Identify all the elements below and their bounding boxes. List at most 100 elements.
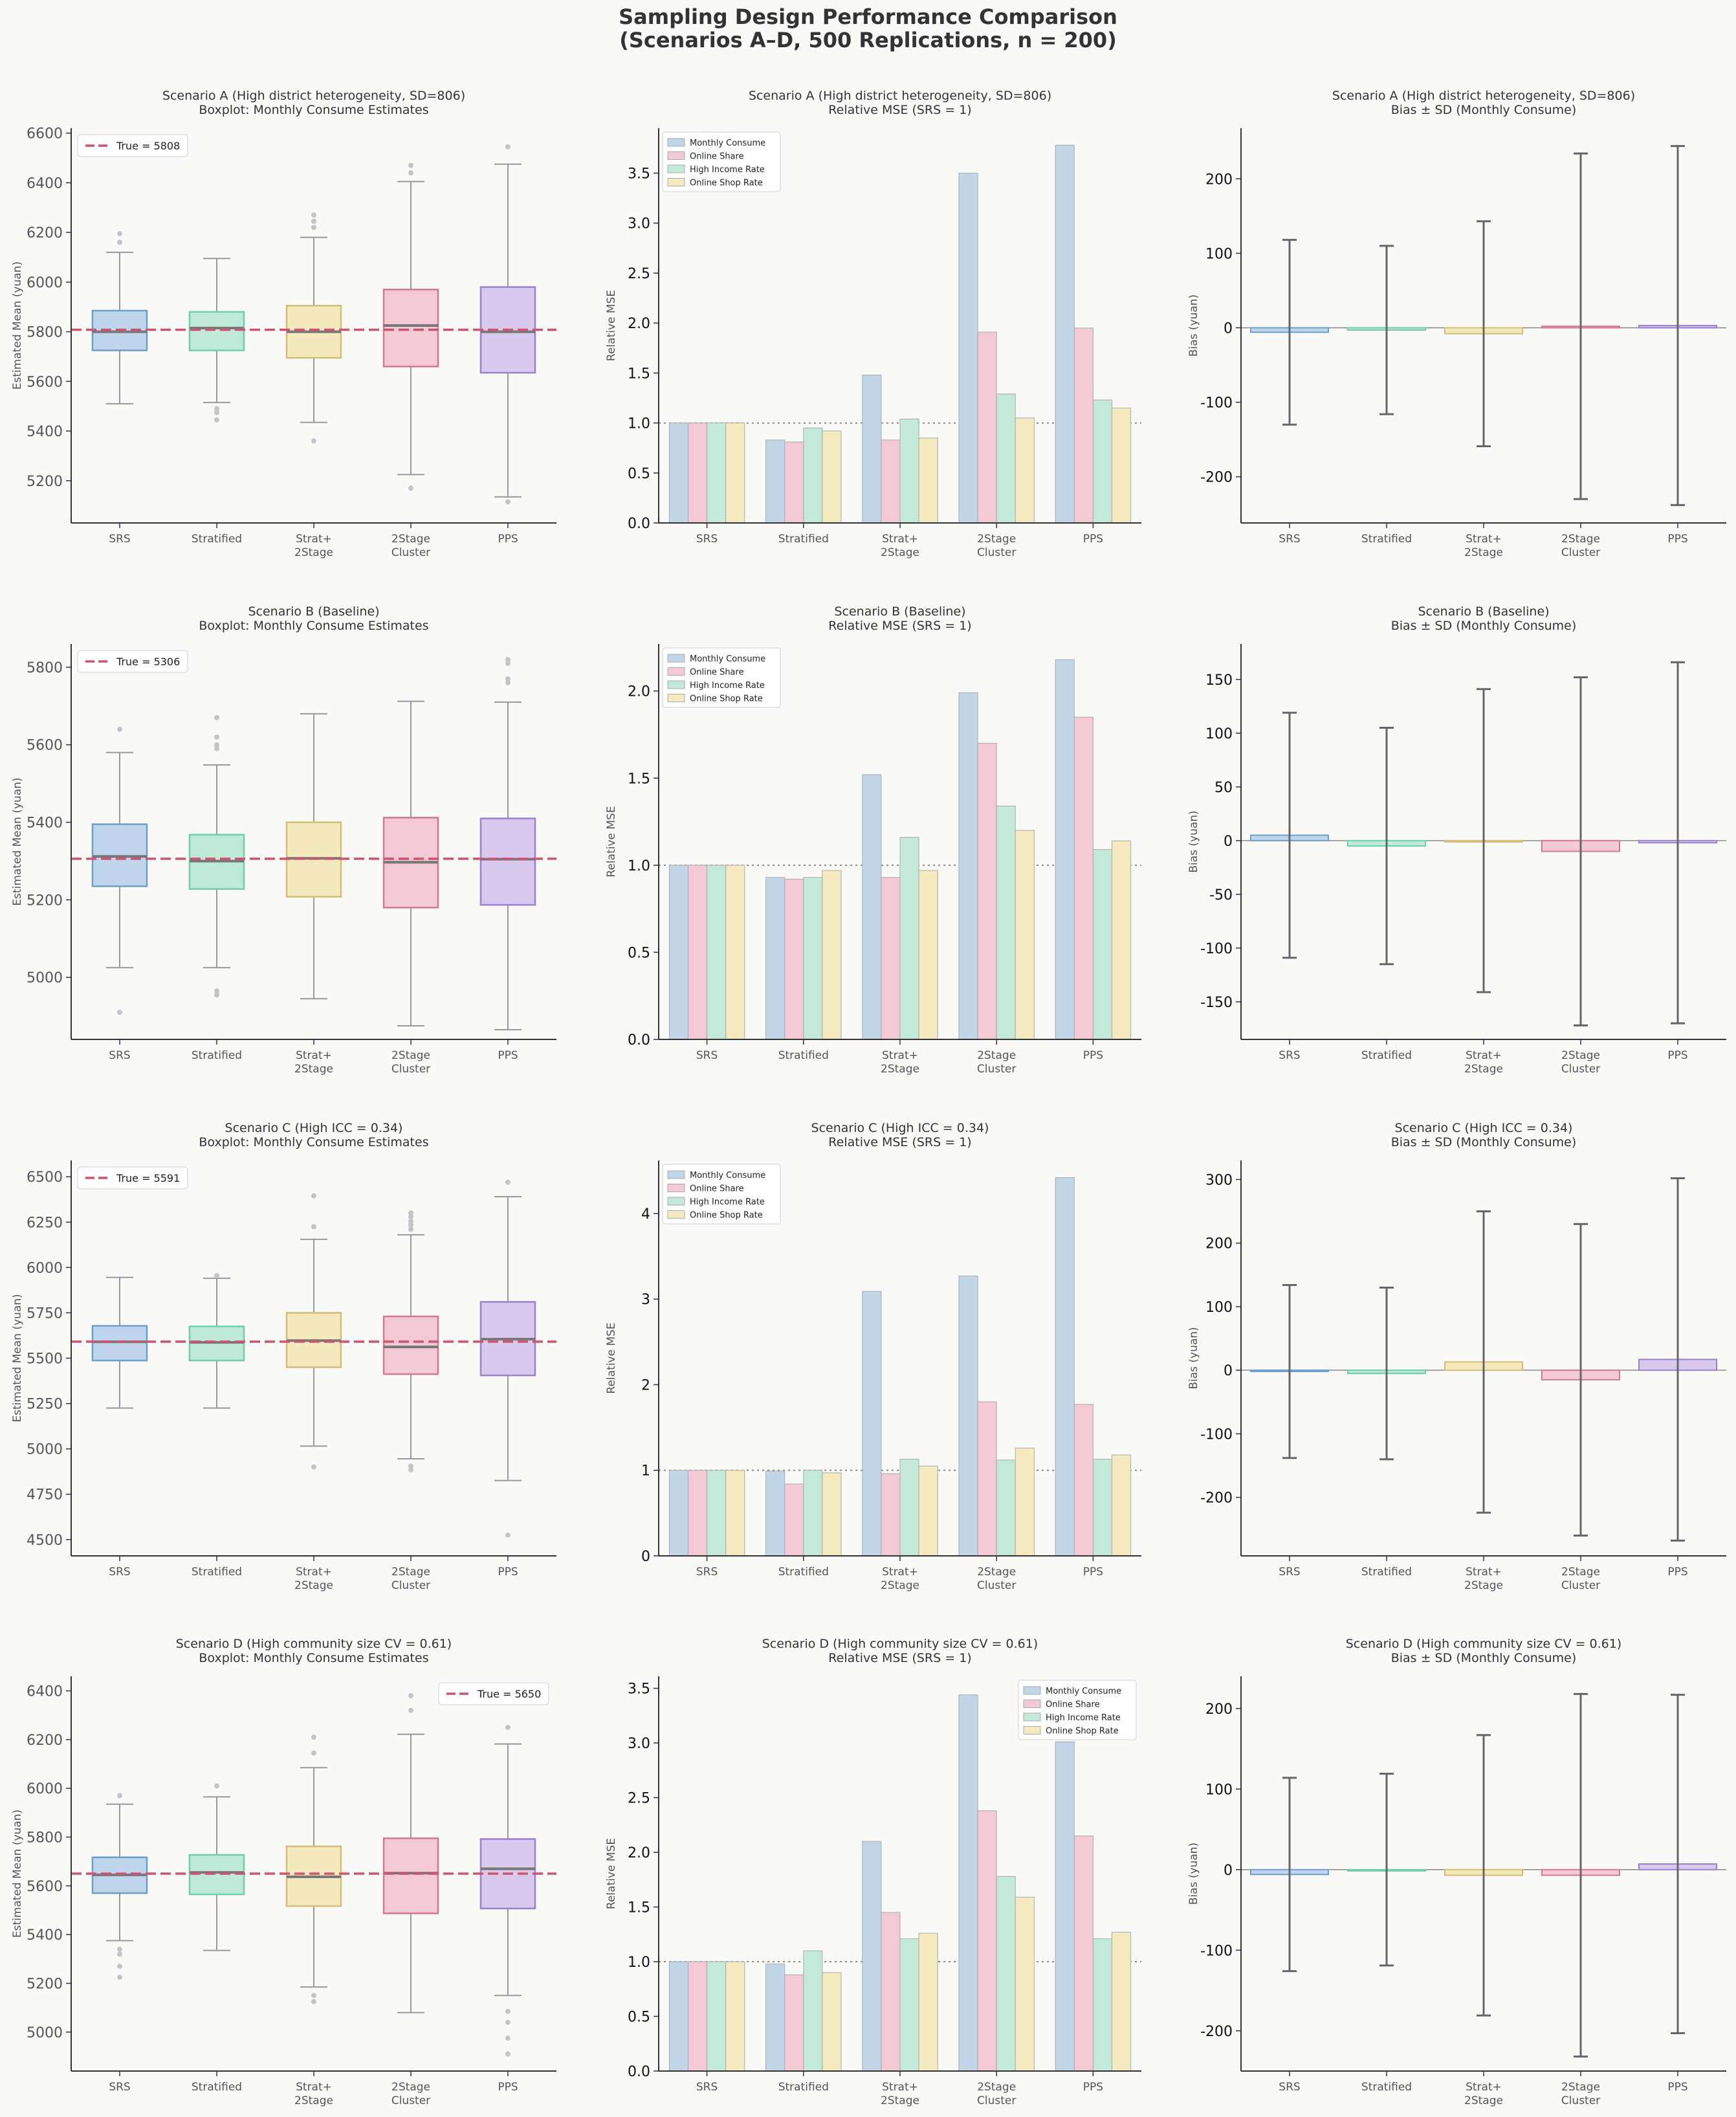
panel-title: Scenario D (High community size CV = 0.6…	[176, 1637, 452, 1651]
outlier-point	[117, 1964, 122, 1969]
bar	[899, 1938, 919, 2072]
outlier-point	[311, 1735, 316, 1740]
x-tick-label: 2Stage	[391, 1566, 430, 1579]
y-tick-label: 5600	[27, 374, 63, 390]
legend-label: Monthly Consume	[690, 139, 765, 148]
bar	[725, 1961, 745, 2072]
y-tick-label: 2	[641, 1377, 650, 1393]
y-tick-label: 0.5	[628, 466, 650, 482]
bar	[765, 1963, 786, 2072]
x-tick-label: 2Stage	[1464, 546, 1503, 559]
box	[188, 311, 245, 351]
bar	[725, 865, 745, 1040]
y-axis-label: Relative MSE	[605, 1838, 618, 1909]
x-tick-label: 2Stage	[294, 1063, 333, 1076]
y-tick-label: 0.0	[628, 1032, 650, 1048]
bar	[1055, 1177, 1075, 1557]
legend-box	[77, 1166, 188, 1190]
x-tick-label: SRS	[109, 1566, 130, 1579]
x-tick-label: 2Stage	[1561, 2081, 1600, 2094]
bar	[707, 1961, 727, 2072]
panel-subtitle: Boxplot: Monthly Consume Estimates	[199, 1135, 428, 1149]
x-tick-label: Strat+	[882, 1049, 918, 1062]
outlier-point	[505, 680, 511, 685]
legend-swatch	[667, 164, 685, 173]
legend-swatch	[667, 1197, 685, 1206]
bar	[688, 865, 708, 1040]
legend-label: Online Shop Rate	[690, 694, 763, 704]
outlier-point	[117, 1951, 122, 1957]
legend-swatch	[667, 680, 685, 689]
outlier-point	[311, 438, 316, 444]
legend-label: Online Share	[690, 1184, 744, 1194]
panel-subtitle: Relative MSE (SRS = 1)	[828, 619, 971, 633]
box	[382, 1315, 439, 1375]
x-tick-label: Stratified	[778, 533, 829, 546]
panel-a-box: Scenario A (High district heterogeneity,…	[11, 89, 556, 559]
y-tick-label: 50	[1214, 780, 1233, 796]
y-tick-label: 6200	[27, 225, 63, 241]
outlier-point	[311, 1224, 316, 1230]
legend-label: Online Share	[1046, 1700, 1100, 1710]
outlier-point	[408, 1210, 413, 1216]
panel-title: Scenario D (High community size CV = 0.6…	[762, 1637, 1038, 1651]
x-tick-label: PPS	[1083, 533, 1103, 546]
x-tick-label: Strat+	[882, 1566, 918, 1579]
y-tick-label: 5800	[27, 325, 63, 341]
y-tick-label: 5400	[27, 1927, 63, 1944]
panel-b-errorbar: Scenario B (Baseline)Bias ± SD (Monthly …	[1187, 604, 1726, 1076]
bar	[1055, 1741, 1075, 2072]
y-tick-label: 0.0	[628, 2064, 650, 2080]
bar	[1092, 1459, 1112, 1557]
x-tick-label: Strat+	[1466, 533, 1502, 546]
x-tick-label: 2Stage	[881, 1063, 919, 1076]
legend-box	[662, 647, 781, 708]
bar	[1092, 849, 1112, 1040]
y-tick-label: 5600	[27, 738, 63, 754]
bar	[918, 1465, 938, 1557]
x-tick-label: 2Stage	[881, 2094, 919, 2107]
x-tick-label: 2Stage	[294, 546, 333, 559]
y-tick-label: 0	[641, 1549, 650, 1565]
bar	[1111, 407, 1132, 524]
y-tick-label: 5200	[27, 474, 63, 490]
x-tick-label: 2Stage	[1561, 533, 1600, 546]
bar	[707, 865, 727, 1040]
bar	[881, 1912, 901, 2072]
x-tick-label: Strat+	[882, 533, 918, 546]
bar	[881, 1473, 901, 1557]
outlier-point	[408, 1214, 413, 1219]
outlier-point	[408, 1463, 413, 1469]
y-axis-label: Estimated Mean (yuan)	[11, 1810, 24, 1938]
y-tick-label: 2.0	[628, 1845, 650, 1861]
x-tick-label: SRS	[696, 1049, 718, 1062]
y-axis-label: Relative MSE	[605, 290, 618, 361]
bar	[1055, 144, 1075, 524]
x-tick-label: 2Stage	[977, 1049, 1016, 1062]
bar	[918, 438, 938, 524]
x-tick-label: Stratified	[192, 2081, 242, 2094]
bar	[862, 1291, 882, 1557]
panel-b-box: Scenario B (Baseline)Boxplot: Monthly Co…	[11, 604, 556, 1076]
y-tick-label: 2.0	[628, 684, 650, 700]
x-tick-label: 2Stage	[1561, 1049, 1600, 1062]
bar	[668, 1470, 689, 1557]
x-tick-label: Cluster	[391, 2094, 430, 2107]
x-tick-label: PPS	[498, 1049, 518, 1062]
x-tick-label: Strat+	[882, 2081, 918, 2094]
y-tick-label: 3.0	[628, 216, 650, 232]
bar	[765, 877, 786, 1040]
outlier-point	[214, 406, 219, 412]
x-tick-label: Stratified	[192, 1049, 242, 1062]
panel-title: Scenario A (High district heterogeneity,…	[1332, 89, 1635, 103]
outlier-point	[505, 1179, 511, 1185]
y-tick-label: 3	[641, 1292, 650, 1308]
x-tick-label: SRS	[696, 533, 718, 546]
x-tick-label: SRS	[1279, 533, 1300, 546]
y-tick-label: 5200	[27, 1976, 63, 1992]
legend-label: Online Shop Rate	[690, 1211, 763, 1221]
y-tick-label: 200	[1205, 172, 1233, 188]
y-tick-label: 5600	[27, 1879, 63, 1895]
y-tick-label: -100	[1200, 941, 1233, 957]
x-tick-label: PPS	[1083, 1566, 1103, 1579]
